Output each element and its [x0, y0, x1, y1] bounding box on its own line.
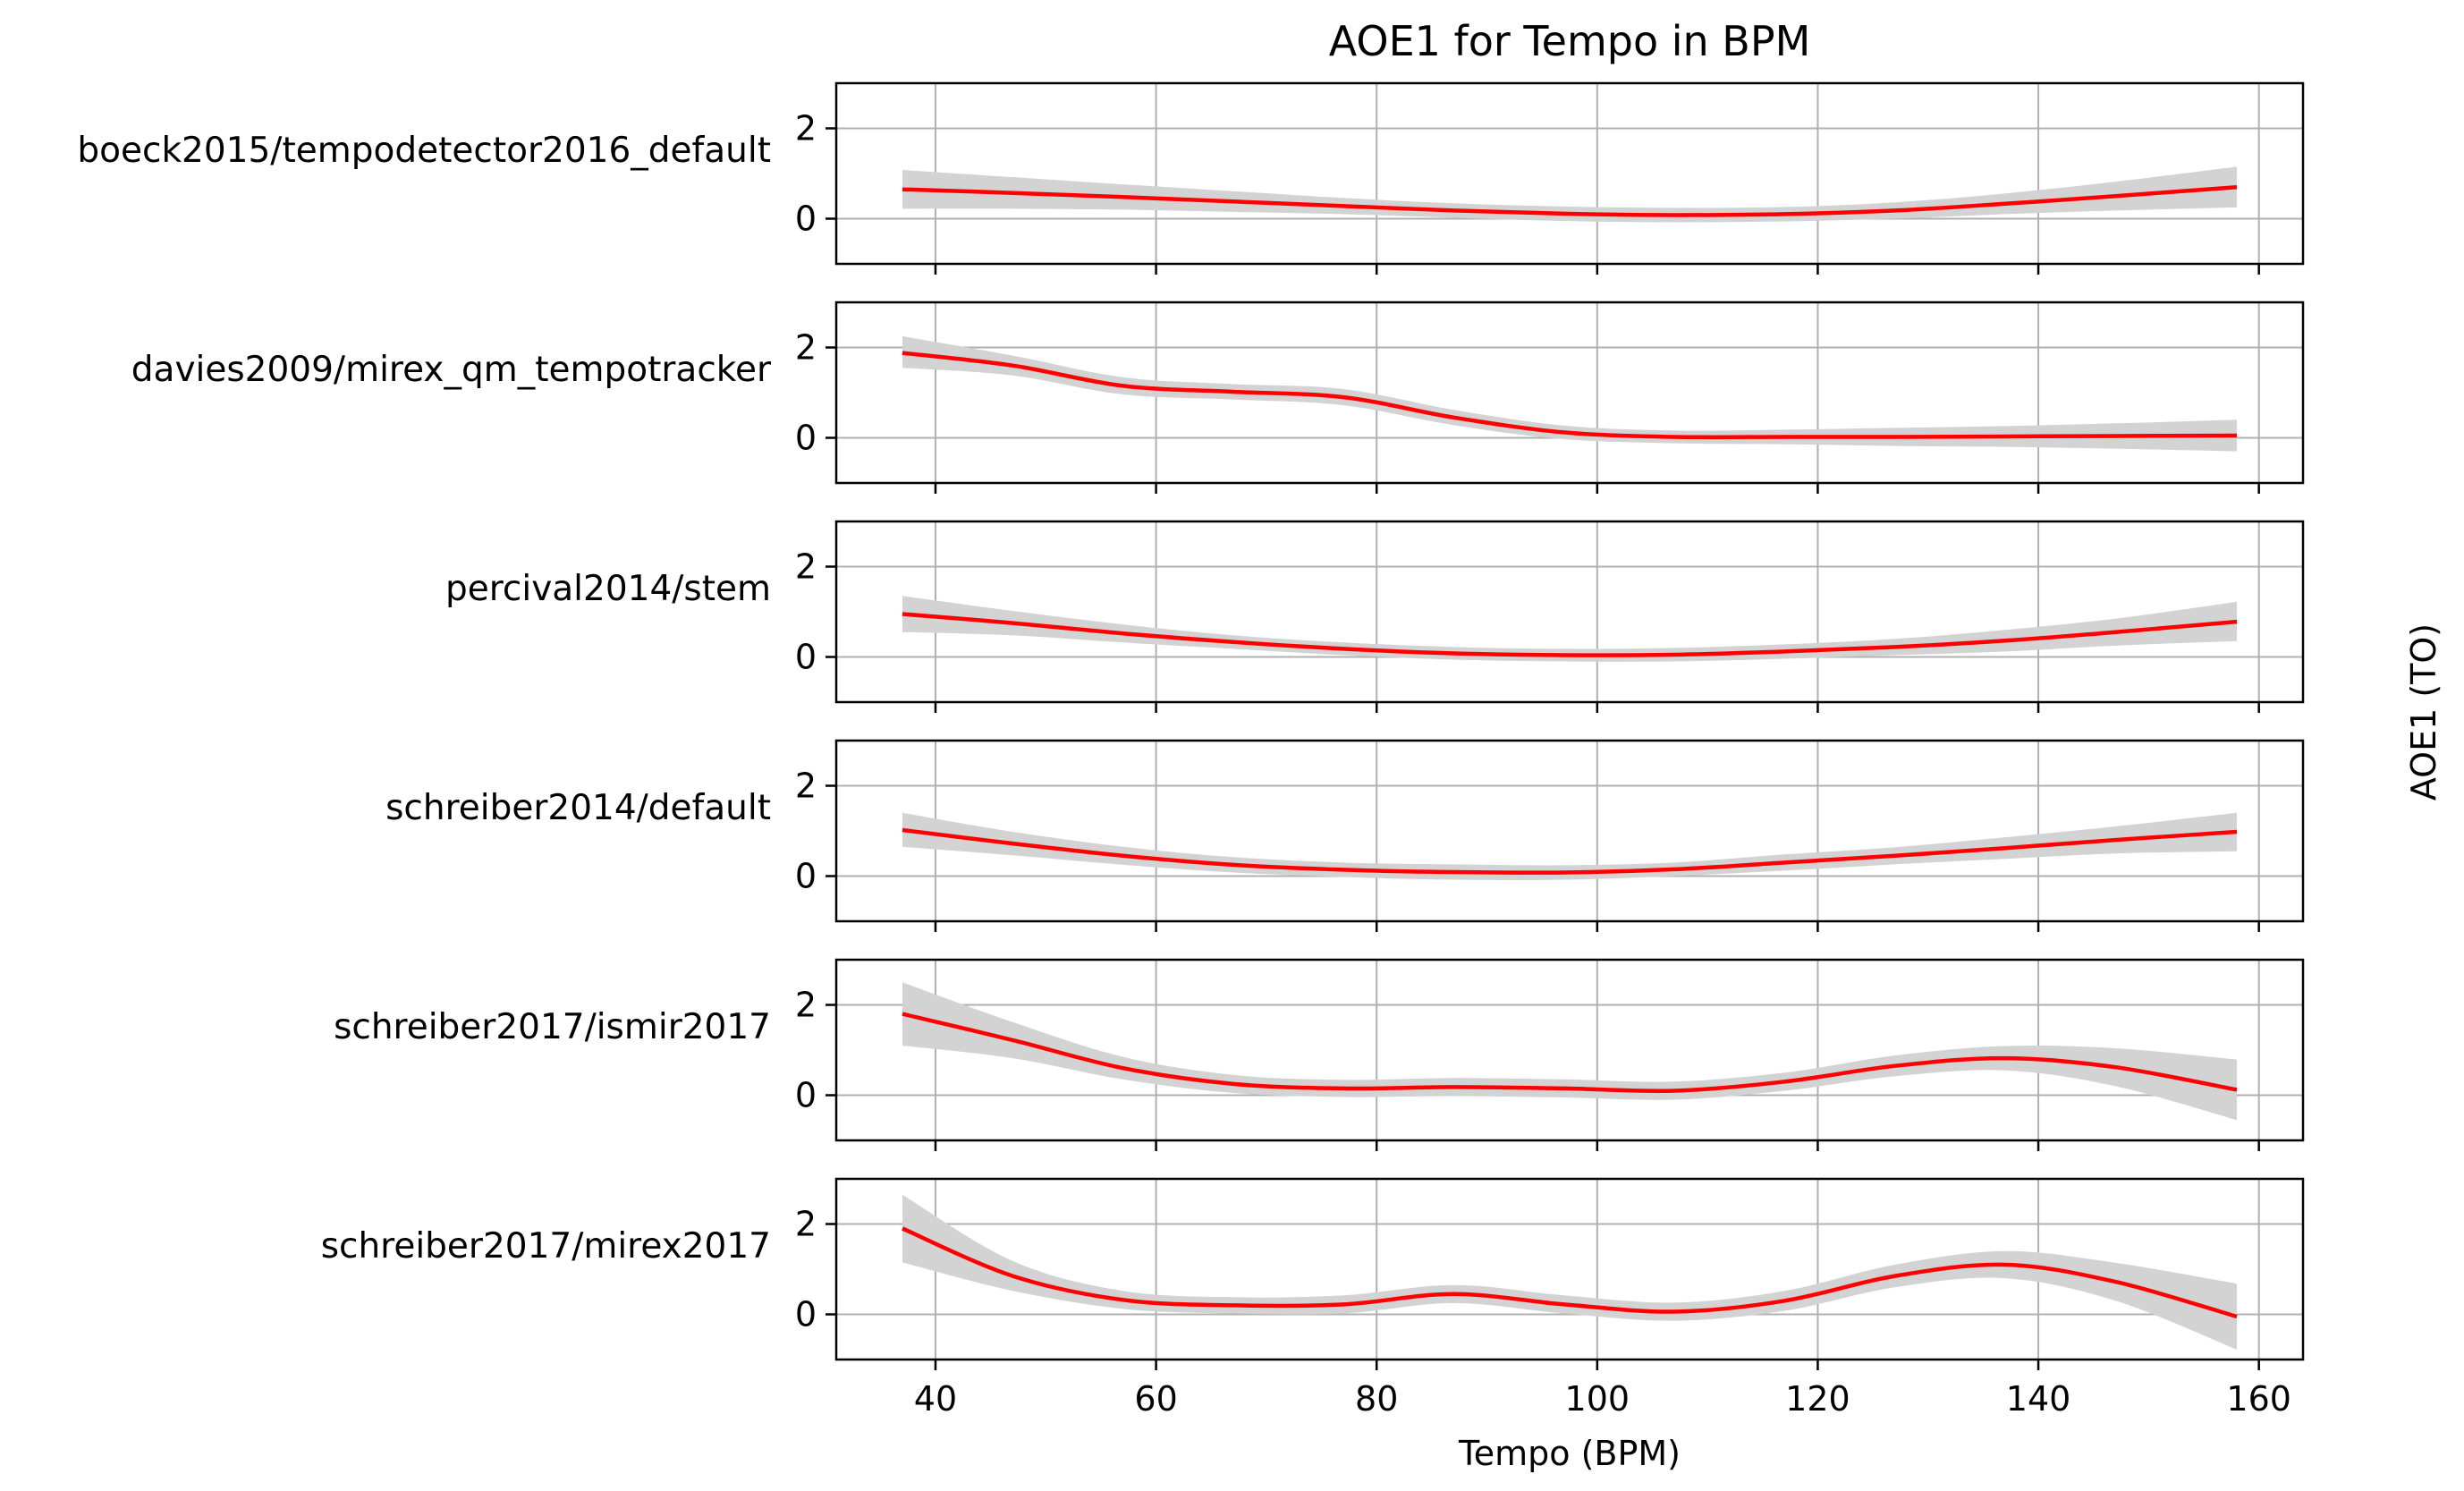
y-tick-label: 0	[795, 1076, 817, 1115]
panel-label: boeck2015/tempodetector2016_default	[77, 131, 771, 171]
y-tick-label: 2	[795, 109, 817, 148]
panel: 0 2 schreiber2014/default	[385, 739, 2305, 932]
chart-title: AOE1 for Tempo in BPM	[1329, 17, 1811, 65]
series-line	[902, 827, 2238, 875]
x-tick-label: 160	[2226, 1379, 2291, 1419]
panels-group: 02boeck2015/tempodetector2016_default02d…	[77, 81, 2305, 1370]
series-line	[902, 1012, 2238, 1094]
series-line	[902, 612, 2238, 657]
panel-frame	[834, 958, 2305, 1142]
y-tick-label: 0	[795, 1295, 817, 1334]
y-tick-label: 2	[795, 767, 817, 806]
confidence-band	[902, 596, 2237, 662]
x-axis-label: Tempo (BPM)	[1458, 1434, 1681, 1473]
series-line	[902, 1226, 2238, 1319]
x-tick-labels: 40 60 80 100 120 140 160	[914, 1379, 2291, 1419]
x-tick-label: 80	[1355, 1379, 1398, 1419]
series-line	[902, 184, 2238, 217]
y-tick-label: 0	[795, 419, 817, 458]
confidence-band	[902, 982, 2237, 1121]
y-tick-label: 2	[795, 1205, 817, 1244]
x-tick-label: 100	[1565, 1379, 1630, 1419]
y-tick-label: 2	[795, 547, 817, 587]
panel-label: davies2009/mirex_qm_tempotracker	[131, 350, 772, 390]
panel-frame	[834, 81, 2305, 266]
panel: 0 2 percival2014/stem	[445, 520, 2305, 713]
panel-label: percival2014/stem	[445, 569, 771, 609]
panel: 0 2 boeck2015/tempodetector2016_default	[77, 81, 2305, 275]
confidence-band	[902, 335, 2237, 452]
x-tick-label: 40	[914, 1379, 957, 1419]
y-tick-label: 0	[795, 638, 817, 677]
panel-label: schreiber2017/mirex2017	[321, 1226, 771, 1267]
panel: 0 2 davies2009/mirex_qm_tempotracker	[131, 301, 2305, 494]
panel-frame	[834, 739, 2305, 923]
y-axis-label: AOE1 (TO)	[2404, 623, 2443, 801]
panel: 0 2 schreiber2017/mirex2017	[321, 1177, 2305, 1370]
panel: 0 2 schreiber2017/ismir2017	[334, 958, 2305, 1151]
panel-frame	[834, 301, 2305, 485]
y-tick-label: 0	[795, 199, 817, 239]
confidence-band	[902, 1194, 2237, 1350]
y-tick-label: 2	[795, 986, 817, 1025]
x-tick-label: 60	[1134, 1379, 1177, 1419]
panel-label: schreiber2014/default	[385, 788, 771, 828]
y-tick-label: 2	[795, 328, 817, 368]
series-line	[902, 351, 2238, 440]
x-tick-label: 140	[2006, 1379, 2071, 1419]
y-tick-label: 0	[795, 857, 817, 896]
panel-label: schreiber2017/ismir2017	[334, 1007, 771, 1047]
panel-frame	[834, 1177, 2305, 1361]
x-tick-label: 120	[1785, 1379, 1850, 1419]
panel-frame	[834, 520, 2305, 704]
